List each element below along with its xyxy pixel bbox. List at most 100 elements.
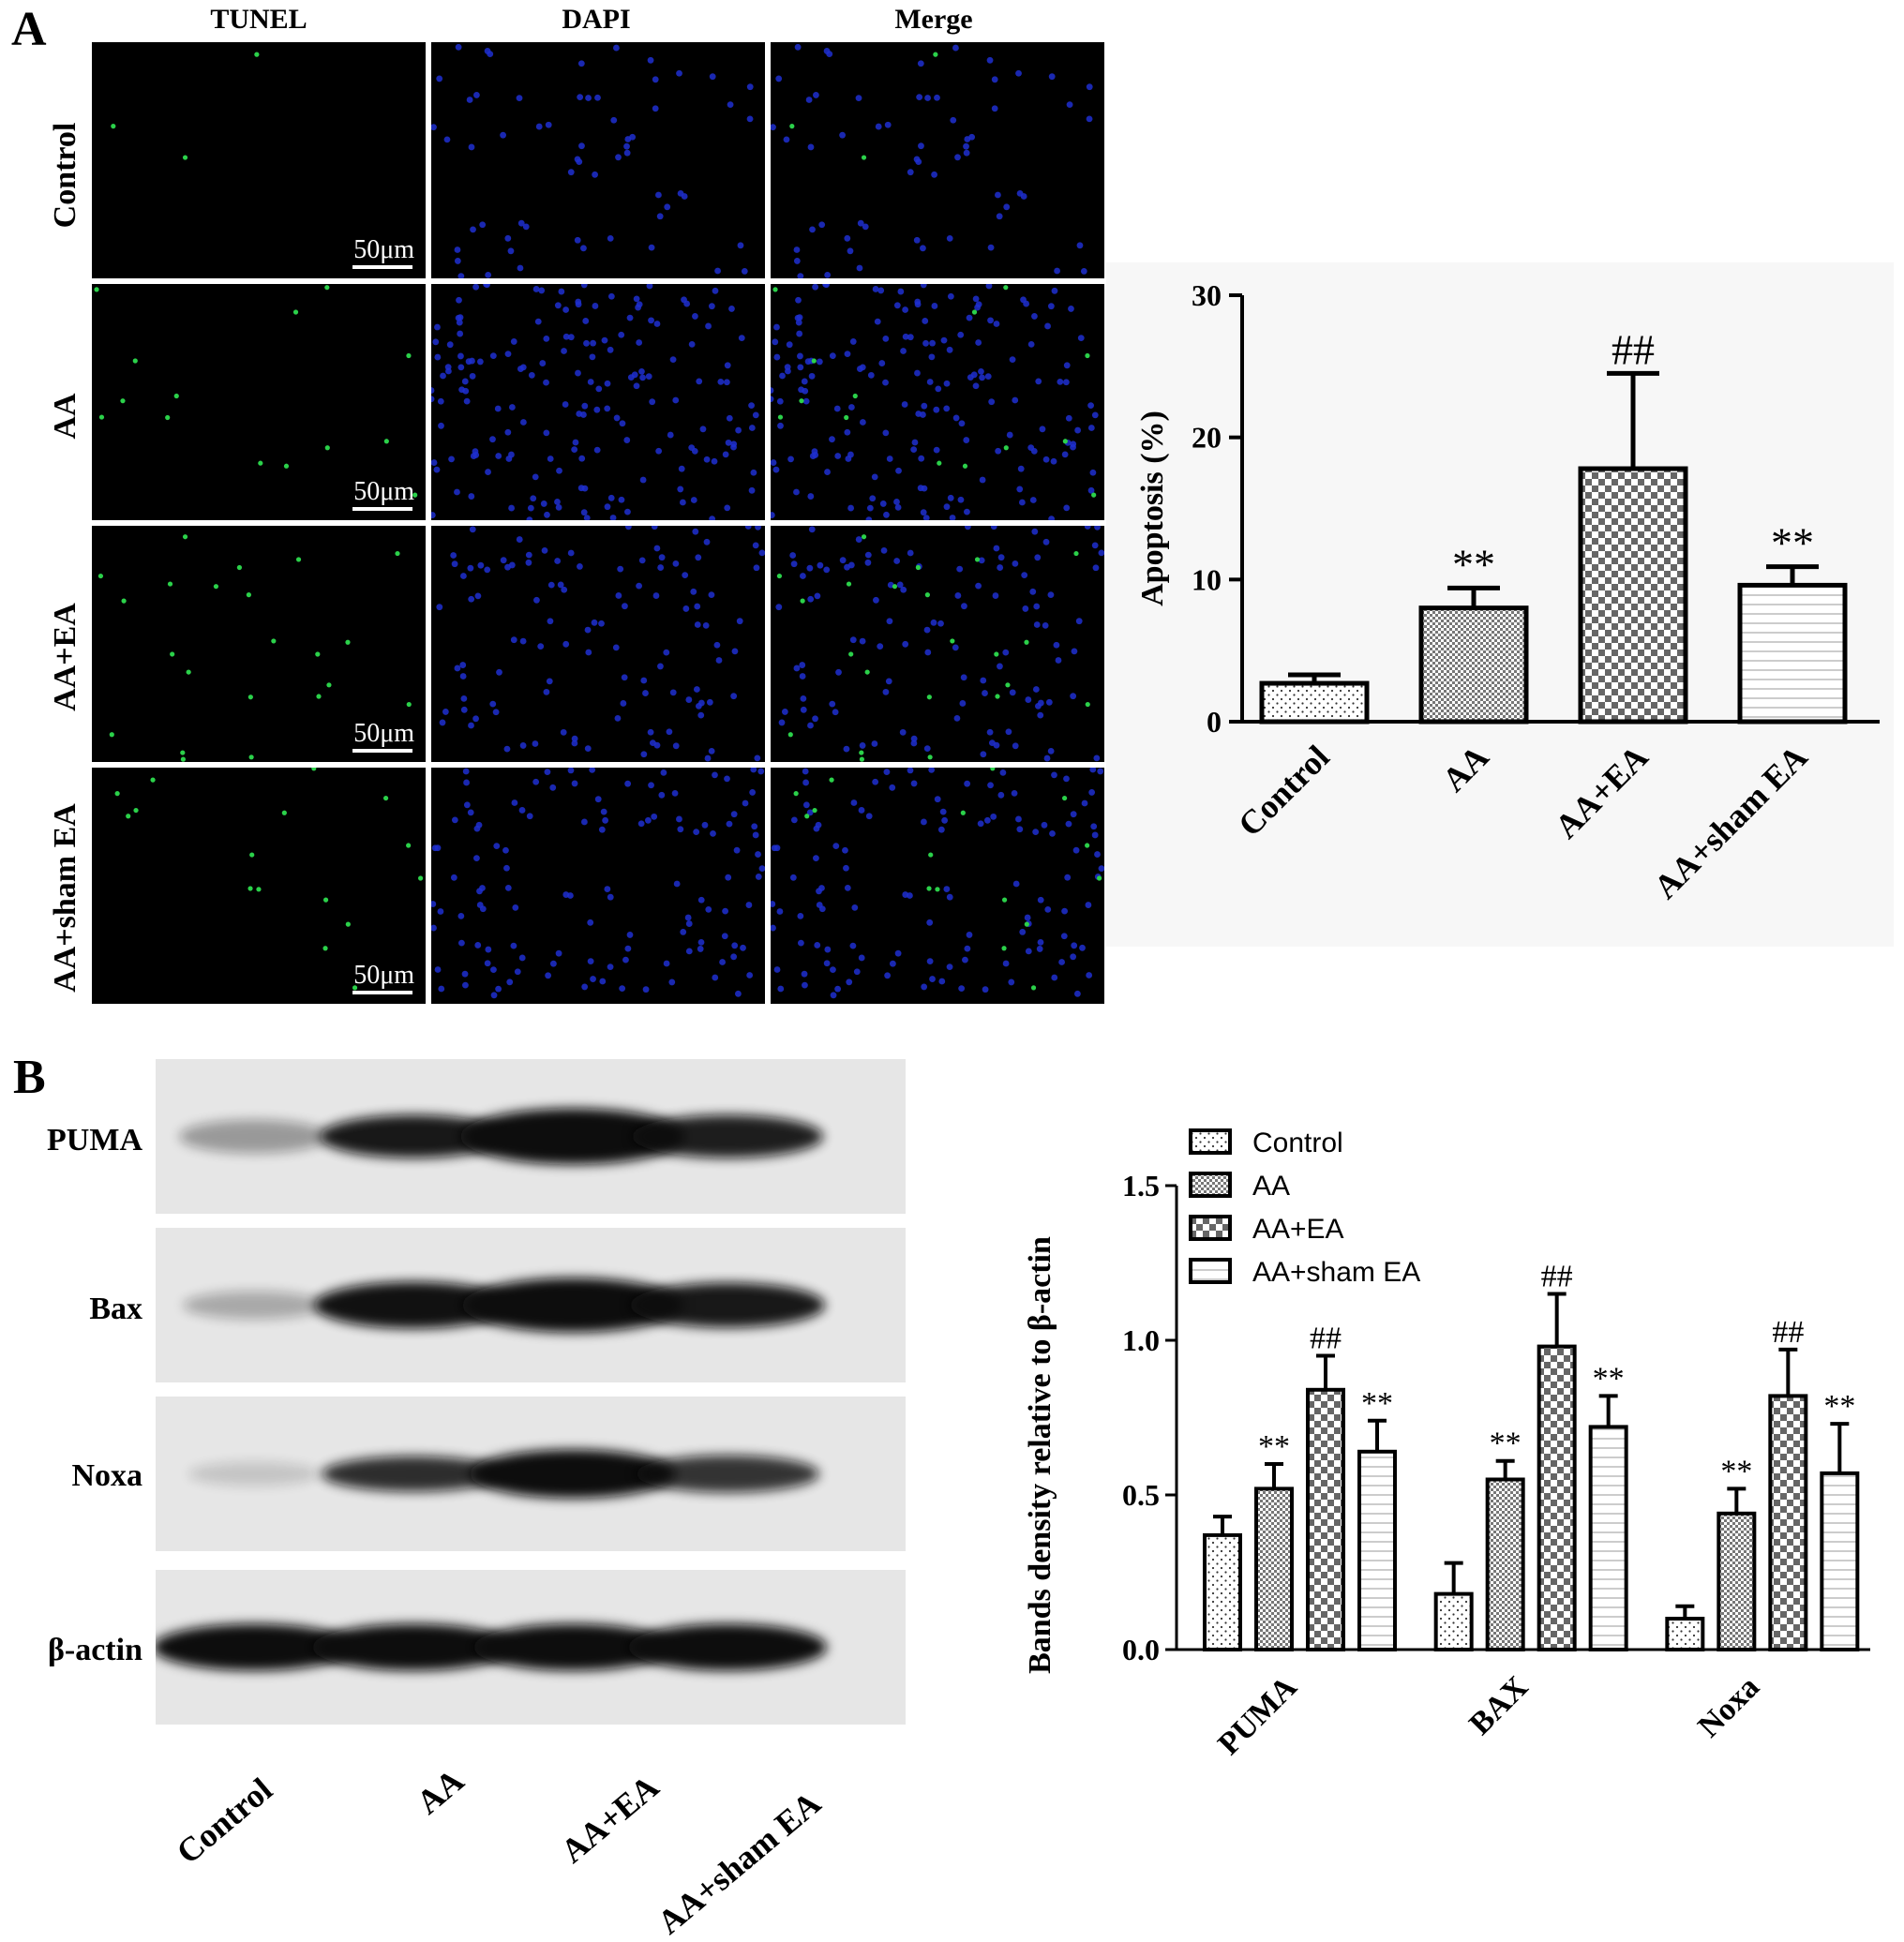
micrograph-dapi-aa-sham-ea (431, 768, 765, 1004)
panel-a-letter: A (11, 3, 47, 56)
lane-label-aa-ea: AA+EA (553, 1768, 667, 1871)
bar-aa-sham-ea (1737, 582, 1848, 725)
micrograph-tunel-aa-ea: 50μm (92, 526, 426, 762)
blot-strip-beta-actin (156, 1570, 906, 1725)
y-tick-label: 0.0 (1122, 1633, 1160, 1666)
western-blot-panel (156, 1059, 906, 1725)
y-tick-label: 0 (1207, 705, 1222, 739)
y-tick-label: 1.0 (1122, 1323, 1160, 1357)
scale-bar (352, 265, 412, 269)
significance-mark: ** (1490, 1427, 1522, 1461)
column-header-dapi: DAPI (562, 4, 631, 35)
blot-strip-noxa (156, 1397, 906, 1551)
blot-band (462, 1277, 683, 1333)
y-tick-label: 1.5 (1122, 1169, 1160, 1203)
scale-bar-label: 50μm (353, 235, 414, 264)
blot-label-bax: Bax (89, 1292, 142, 1326)
micrograph-tunel-aa-sham-ea: 50μm (92, 768, 426, 1004)
y-tick-label: 30 (1192, 278, 1222, 312)
significance-mark: ** (1720, 1454, 1752, 1488)
bar-puma-control (1203, 1532, 1242, 1651)
y-tick-label: 20 (1192, 421, 1222, 455)
scale-bar (352, 749, 412, 753)
scale-bar-label: 50μm (353, 961, 414, 990)
significance-mark: ** (1771, 519, 1814, 567)
blot-band (156, 1623, 355, 1671)
bar-aa-ea (1578, 466, 1688, 725)
significance-mark: ## (1772, 1315, 1804, 1350)
bar-noxa-aa-ea (1768, 1394, 1808, 1651)
scale-bar (352, 991, 412, 994)
row-label-aa-ea: AA+EA (48, 603, 82, 711)
micrograph-merge-aa-sham-ea (771, 768, 1104, 1004)
bar-puma-aa-sham-ea (1357, 1449, 1397, 1651)
legend-swatch (1189, 1215, 1232, 1241)
x-tick-label: PUMA (1211, 1669, 1304, 1762)
column-header-tunel: TUNEL (210, 4, 307, 35)
blot-band (632, 1114, 823, 1158)
significance-mark: ** (1258, 1429, 1290, 1464)
lane-label-control: Control (169, 1770, 279, 1872)
y-axis-label: Bands density relative to β-actin (1023, 1236, 1057, 1674)
lane-label-aa-sham-ea: AA+sham EA (650, 1784, 828, 1942)
bar-bax-aa-sham-ea (1588, 1425, 1628, 1651)
bar-bax-control (1433, 1591, 1474, 1651)
scale-bar (352, 507, 412, 511)
blot-label-noxa: Noxa (71, 1458, 142, 1493)
blot-band (460, 1108, 685, 1165)
bar-control (1259, 680, 1370, 725)
x-tick-label: Noxa (1691, 1669, 1766, 1744)
legend-label: Control (1252, 1128, 1343, 1158)
bar-bax-aa (1485, 1477, 1525, 1651)
blot-strip-puma (156, 1059, 906, 1214)
micrograph-tunel-aa: 50μm (92, 284, 426, 520)
significance-mark: ## (1310, 1322, 1342, 1356)
row-label-aa: AA (48, 393, 82, 440)
bands-density-bar-chart: 0.0 0.5 1.0 1.5 Bands density relative to β-… (1023, 1128, 1870, 1762)
blot-band (179, 1119, 329, 1154)
microscopy-grid: 50μm 50μm 50μm 50μm (92, 42, 1104, 1008)
blot-band (320, 1114, 507, 1158)
legend-swatch (1189, 1172, 1232, 1198)
micrograph-merge-control (771, 42, 1104, 278)
blot-band (312, 1623, 515, 1671)
scale-bar-label: 50μm (353, 477, 414, 506)
micrograph-dapi-control (431, 42, 765, 278)
significance-mark: ** (1593, 1361, 1625, 1396)
bar-bax-aa-ea (1537, 1344, 1577, 1651)
bar-noxa-aa-sham-ea (1820, 1471, 1860, 1651)
blot-band (188, 1461, 320, 1486)
blot-band (322, 1456, 505, 1492)
lane-label-aa: AA (409, 1761, 472, 1822)
micrograph-dapi-aa-ea (431, 526, 765, 762)
legend-label: AA+EA (1252, 1214, 1344, 1245)
blot-strip-bax (156, 1228, 906, 1382)
bar-puma-aa-ea (1306, 1387, 1345, 1651)
legend-swatch (1189, 1128, 1232, 1155)
column-header-merge: Merge (894, 4, 973, 35)
blot-band (636, 1455, 819, 1493)
panel-b-letter: B (13, 1051, 46, 1104)
significance-mark: ** (1452, 540, 1495, 588)
blot-band (630, 1282, 825, 1328)
blot-band (314, 1281, 513, 1329)
bar-puma-aa (1254, 1486, 1294, 1651)
significance-mark: ## (1612, 325, 1655, 373)
scale-bar-label: 50μm (353, 719, 414, 748)
y-tick-label: 10 (1192, 562, 1222, 596)
bar-noxa-control (1665, 1617, 1705, 1651)
micrograph-merge-aa-ea (771, 526, 1104, 762)
row-label-control: Control (48, 122, 82, 229)
legend-swatch (1189, 1258, 1232, 1284)
micrograph-dapi-aa (431, 284, 765, 520)
significance-mark: ## (1541, 1260, 1573, 1294)
micrograph-tunel-control: 50μm (92, 42, 426, 278)
x-tick-label: BAX (1462, 1669, 1535, 1741)
blot-band (473, 1623, 672, 1671)
blot-label-beta-actin: β-actin (47, 1633, 142, 1667)
legend-label: AA+sham EA (1252, 1257, 1420, 1288)
row-label-aa-sham-ea: AA+sham EA (48, 803, 82, 993)
blot-band (470, 1449, 676, 1499)
bar-noxa-aa (1717, 1511, 1757, 1651)
